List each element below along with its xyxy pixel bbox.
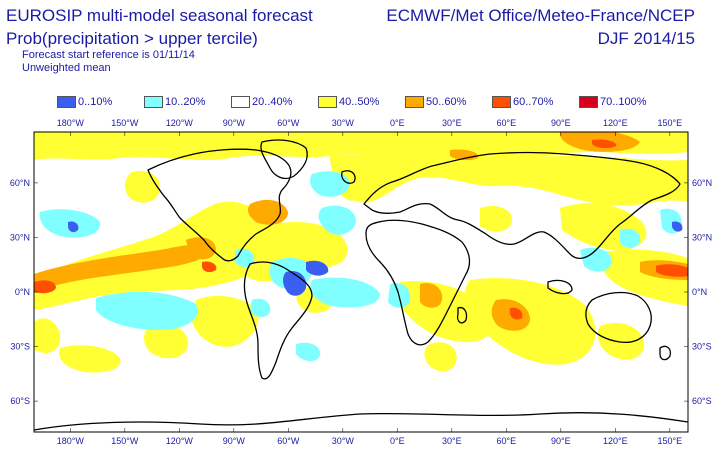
- field-10-20: [39, 171, 682, 362]
- latitude-label: 30°S: [10, 342, 30, 352]
- longitude-label: 150°W: [111, 436, 139, 446]
- title-line-2: Prob(precipitation > upper tercile): [6, 29, 258, 48]
- longitude-label: 150°E: [658, 118, 683, 128]
- longitude-label: 0°E: [390, 118, 405, 128]
- legend-item: 50..60%: [405, 94, 466, 110]
- title-line-1: EUROSIP multi-model seasonal forecast: [6, 6, 313, 25]
- map-container: 180°W 150°W 120°W 90°W 60°W 30°W 0°E 30°E 60°E 90…: [0, 112, 723, 456]
- longitude-label: 30°W: [332, 118, 355, 128]
- island-coast: [659, 345, 672, 361]
- legend-label: 70..100%: [600, 96, 647, 108]
- longitude-label: 60°W: [277, 118, 300, 128]
- legend-item: 60..70%: [492, 94, 553, 110]
- latitude-label: 30°S: [692, 342, 712, 352]
- legend-swatch: [579, 96, 598, 108]
- field-0-10: [68, 221, 683, 296]
- precipitation-probability-map: 180°W 150°W 120°W 90°W 60°W 30°W 0°E 30°E 60°E 90…: [10, 118, 712, 446]
- longitude-label: 30°E: [442, 436, 462, 446]
- field-60-70: [34, 139, 688, 320]
- longitude-label: 60°E: [497, 118, 517, 128]
- season-label: DJF 2014/15: [597, 29, 695, 48]
- latitude-labels-right: 60°N 30°N 0°N 30°S 60°S: [692, 178, 712, 406]
- legend: 0..10% 10..20% 20..40% 40..50% 50..60% 6…: [0, 94, 723, 110]
- legend-swatch: [405, 96, 424, 108]
- longitude-label: 150°W: [111, 118, 139, 128]
- longitude-label: 30°E: [442, 118, 462, 128]
- longitude-labels-bottom: 180°W 150°W 120°W 90°W 60°W 30°W 0°E 30°E 60°E 90…: [57, 436, 682, 446]
- legend-item: 20..40%: [231, 94, 292, 110]
- island-coast: [341, 170, 356, 184]
- longitude-label: 120°E: [603, 436, 628, 446]
- latitude-label: 60°N: [692, 178, 712, 188]
- start-reference: Forecast start reference is 01/11/14: [22, 49, 195, 61]
- graticule: [34, 132, 688, 432]
- legend-item: 0..10%: [57, 94, 112, 110]
- legend-item: 70..100%: [579, 94, 646, 110]
- organizations: ECMWF/Met Office/Meteo-France/NCEP: [386, 6, 695, 25]
- legend-swatch: [57, 96, 76, 108]
- legend-label: 40..50%: [339, 96, 380, 108]
- north-america-coast: [147, 148, 292, 262]
- longitude-label: 120°W: [166, 118, 194, 128]
- island-coast: [547, 279, 573, 295]
- australia-coast: [585, 291, 652, 344]
- latitude-label: 0°N: [15, 287, 30, 297]
- coastlines: [34, 139, 688, 431]
- longitude-label: 120°E: [603, 118, 628, 128]
- legend-swatch: [492, 96, 511, 108]
- map-frame: [33, 131, 689, 433]
- legend-swatch: [231, 96, 250, 108]
- longitude-label: 90°E: [551, 436, 571, 446]
- latitude-label: 30°N: [692, 232, 712, 242]
- legend-label: 10..20%: [165, 96, 206, 108]
- longitude-label: 90°E: [551, 118, 571, 128]
- legend-item: 40..50%: [318, 94, 379, 110]
- latitude-label: 60°N: [10, 178, 30, 188]
- legend-label: 60..70%: [513, 96, 554, 108]
- africa-coast: [365, 219, 471, 346]
- latitude-labels-left: 60°N 30°N 0°N 30°S 60°S: [10, 178, 30, 406]
- longitude-label: 120°W: [166, 436, 194, 446]
- south-america-coast: [243, 261, 313, 380]
- longitude-label: 60°E: [497, 436, 517, 446]
- longitude-label: 30°W: [332, 436, 355, 446]
- legend-label: 20..40%: [252, 96, 293, 108]
- legend-swatch: [144, 96, 163, 108]
- longitude-label: 90°W: [223, 118, 246, 128]
- longitude-label: 180°W: [57, 436, 85, 446]
- island-coast: [456, 306, 468, 324]
- mean-type: Unweighted mean: [22, 62, 111, 74]
- legend-label: 0..10%: [78, 96, 113, 108]
- longitude-labels-top: 180°W 150°W 120°W 90°W 60°W 30°W 0°E 30°E 60°E 90…: [57, 118, 682, 128]
- longitude-label: 150°E: [658, 436, 683, 446]
- latitude-label: 0°N: [692, 287, 707, 297]
- legend-swatch: [318, 96, 337, 108]
- legend-label: 50..60%: [426, 96, 467, 108]
- latitude-label: 30°N: [10, 232, 30, 242]
- antarctica-coast: [34, 412, 688, 431]
- latitude-label: 60°S: [692, 396, 712, 406]
- longitude-label: 60°W: [277, 436, 300, 446]
- eurasia-coast: [363, 151, 681, 260]
- latitude-label: 60°S: [10, 396, 30, 406]
- longitude-label: 90°W: [223, 436, 246, 446]
- longitude-label: 0°E: [390, 436, 405, 446]
- legend-item: 10..20%: [144, 94, 205, 110]
- greenland-coast: [260, 139, 308, 180]
- longitude-label: 180°W: [57, 118, 85, 128]
